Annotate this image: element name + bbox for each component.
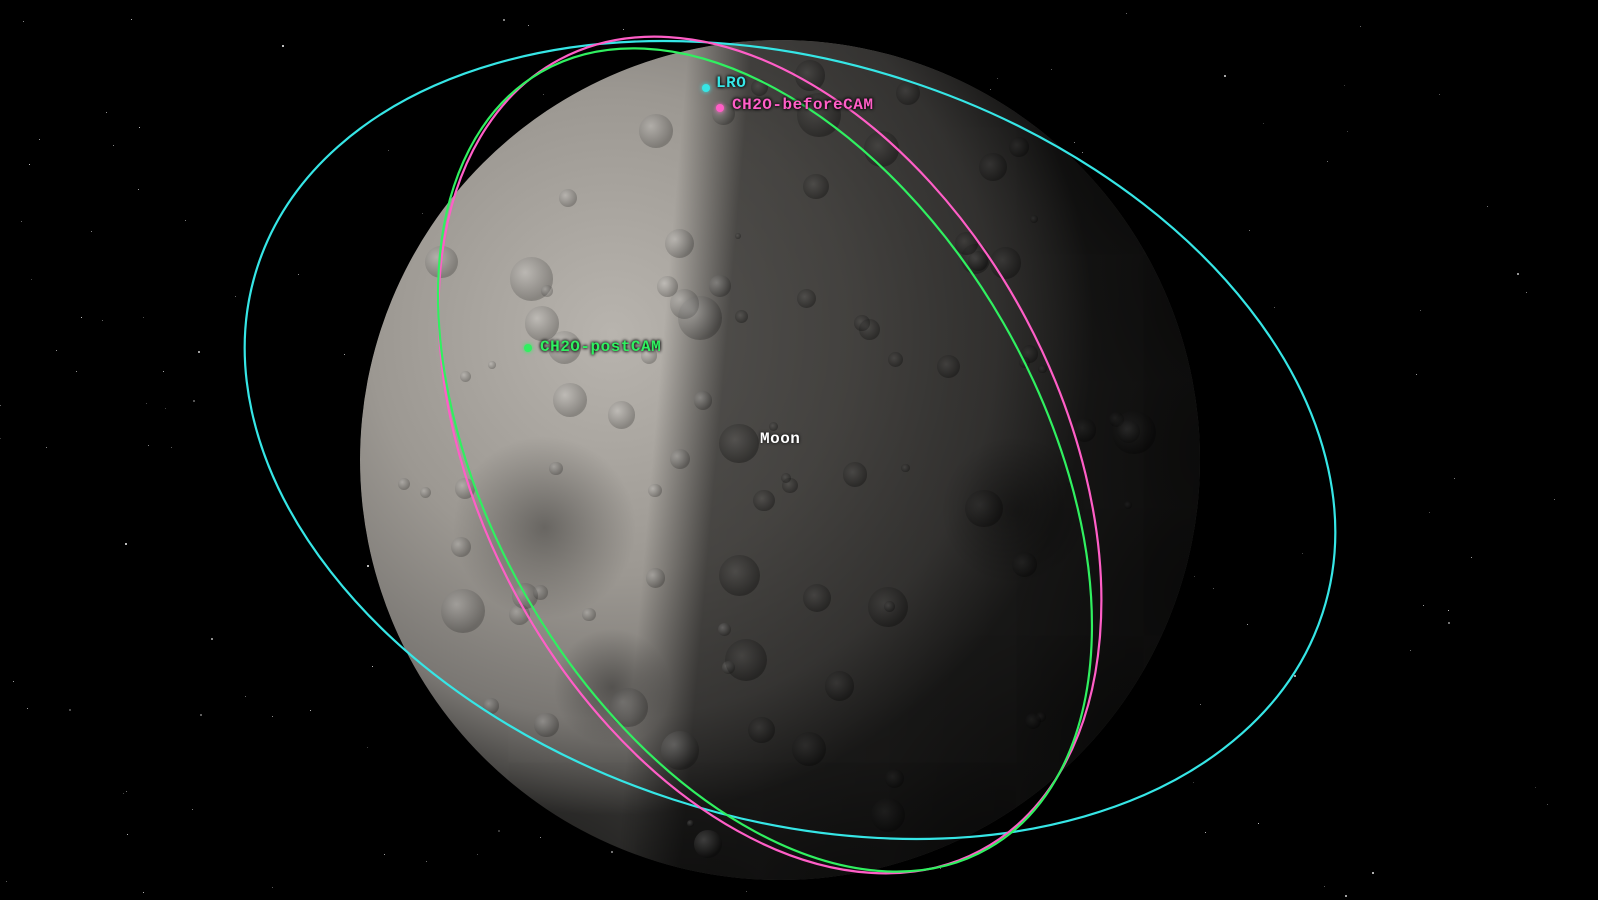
- ch2o-postcam-label: CH2O-postCAM: [540, 338, 661, 356]
- moon-label: Moon: [760, 430, 800, 448]
- moon-body: [360, 40, 1200, 880]
- ch2o-postcam-marker: [524, 344, 532, 352]
- ch2o-beforecam-marker: [716, 104, 724, 112]
- ch2o-beforecam-label: CH2O-beforeCAM: [732, 96, 873, 114]
- lro-label: LRO: [716, 74, 746, 92]
- lro-marker: [702, 84, 710, 92]
- orbit-scene: Moon LRO CH2O-beforeCAM CH2O-postCAM: [0, 0, 1598, 900]
